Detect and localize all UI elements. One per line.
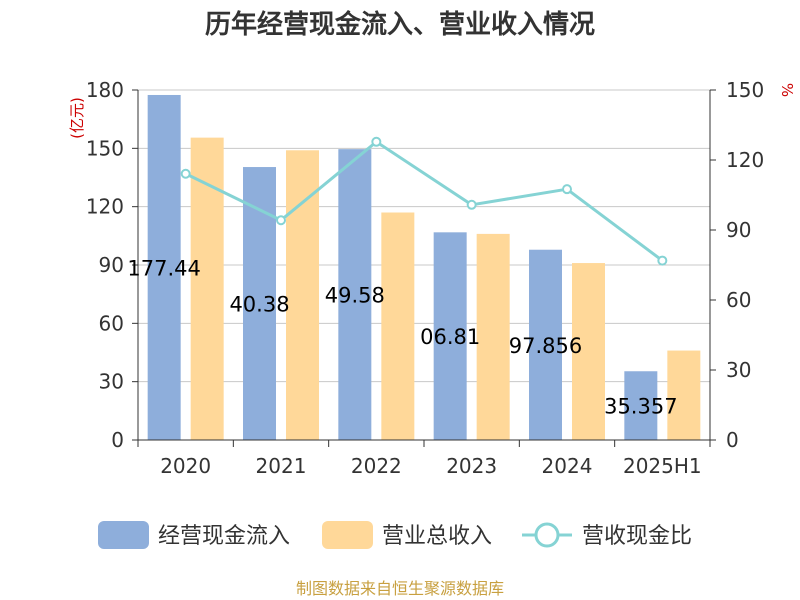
left-tick-label: 180 (86, 78, 124, 102)
legend-label: 营业总收入 (382, 524, 492, 549)
legend-swatch (98, 521, 149, 549)
footer-source: 制图数据来自恒生聚源数据库 (296, 579, 504, 598)
bar-revenue (476, 233, 510, 440)
bar-revenue (286, 150, 319, 440)
bar-value-label: 97.856 (509, 334, 582, 358)
legend: 经营现金流入 营业总收入 营收现金比 (98, 521, 692, 549)
x-tick-label: 2020 (160, 454, 211, 478)
ratio-point (371, 136, 382, 147)
right-tick-label: 60 (726, 288, 751, 312)
bar-revenue (667, 350, 701, 440)
x-tick-label: 2024 (542, 454, 593, 478)
ratio-point (562, 184, 572, 195)
ratio-point (466, 199, 477, 210)
left-axis-unit: (亿元) (68, 97, 86, 139)
x-tick-label: 2023 (446, 454, 497, 478)
ratio-point (180, 168, 191, 179)
ratio-point (276, 215, 286, 226)
right-axis-unit: % (778, 83, 796, 97)
x-tick-label: 2025H1 (623, 454, 702, 478)
left-tick-label: 60 (99, 311, 124, 335)
ratio-line (185, 139, 664, 262)
legend-swatch (322, 521, 373, 549)
bar-revenue (572, 263, 605, 440)
x-tick-label: 2022 (351, 454, 402, 478)
right-tick-label: 0 (726, 428, 739, 452)
right-tick-label: 150 (726, 78, 764, 102)
bar-value-label: 06.81 (420, 325, 480, 349)
left-tick-label: 30 (99, 370, 124, 394)
ratio-point (657, 255, 668, 266)
bar-value-label: 35.357 (604, 395, 677, 419)
bar-labels: 177.44 40.38 49.58 06.81 97.856 35.357 (127, 256, 677, 418)
bar-revenue (381, 212, 415, 440)
left-tick-label: 120 (86, 195, 124, 219)
bar-value-label: 40.38 (229, 293, 289, 317)
right-tick-label: 30 (726, 358, 751, 382)
bar-cash-inflow (243, 167, 276, 441)
bar-value-label: 49.58 (325, 284, 385, 308)
axes: 0 30 60 90 120 150 180 0 30 60 90 120 150 2020 2021 202… (86, 78, 764, 478)
legend-marker (534, 522, 560, 548)
left-tick-label: 0 (111, 428, 124, 452)
bar-value-label: 177.44 (127, 256, 200, 280)
x-tick-label: 2021 (256, 454, 307, 478)
legend-label: 经营现金流入 (158, 524, 290, 549)
bar-cash-inflow (624, 371, 658, 440)
bar-cash-inflow (433, 232, 467, 440)
bar-cash-inflow (147, 94, 181, 440)
right-tick-label: 90 (726, 218, 751, 242)
bar-cash-inflow (338, 149, 372, 440)
legend-label: 营收现金比 (582, 524, 692, 549)
bars (147, 94, 701, 441)
left-tick-label: 150 (86, 136, 124, 160)
line-series (180, 136, 668, 266)
left-tick-label: 90 (99, 253, 124, 277)
right-tick-label: 120 (726, 148, 764, 172)
grid-lines (138, 89, 710, 441)
chart-title: 历年经营现金流入、营业收入情况 (205, 9, 595, 40)
bar-cash-inflow (529, 249, 562, 440)
